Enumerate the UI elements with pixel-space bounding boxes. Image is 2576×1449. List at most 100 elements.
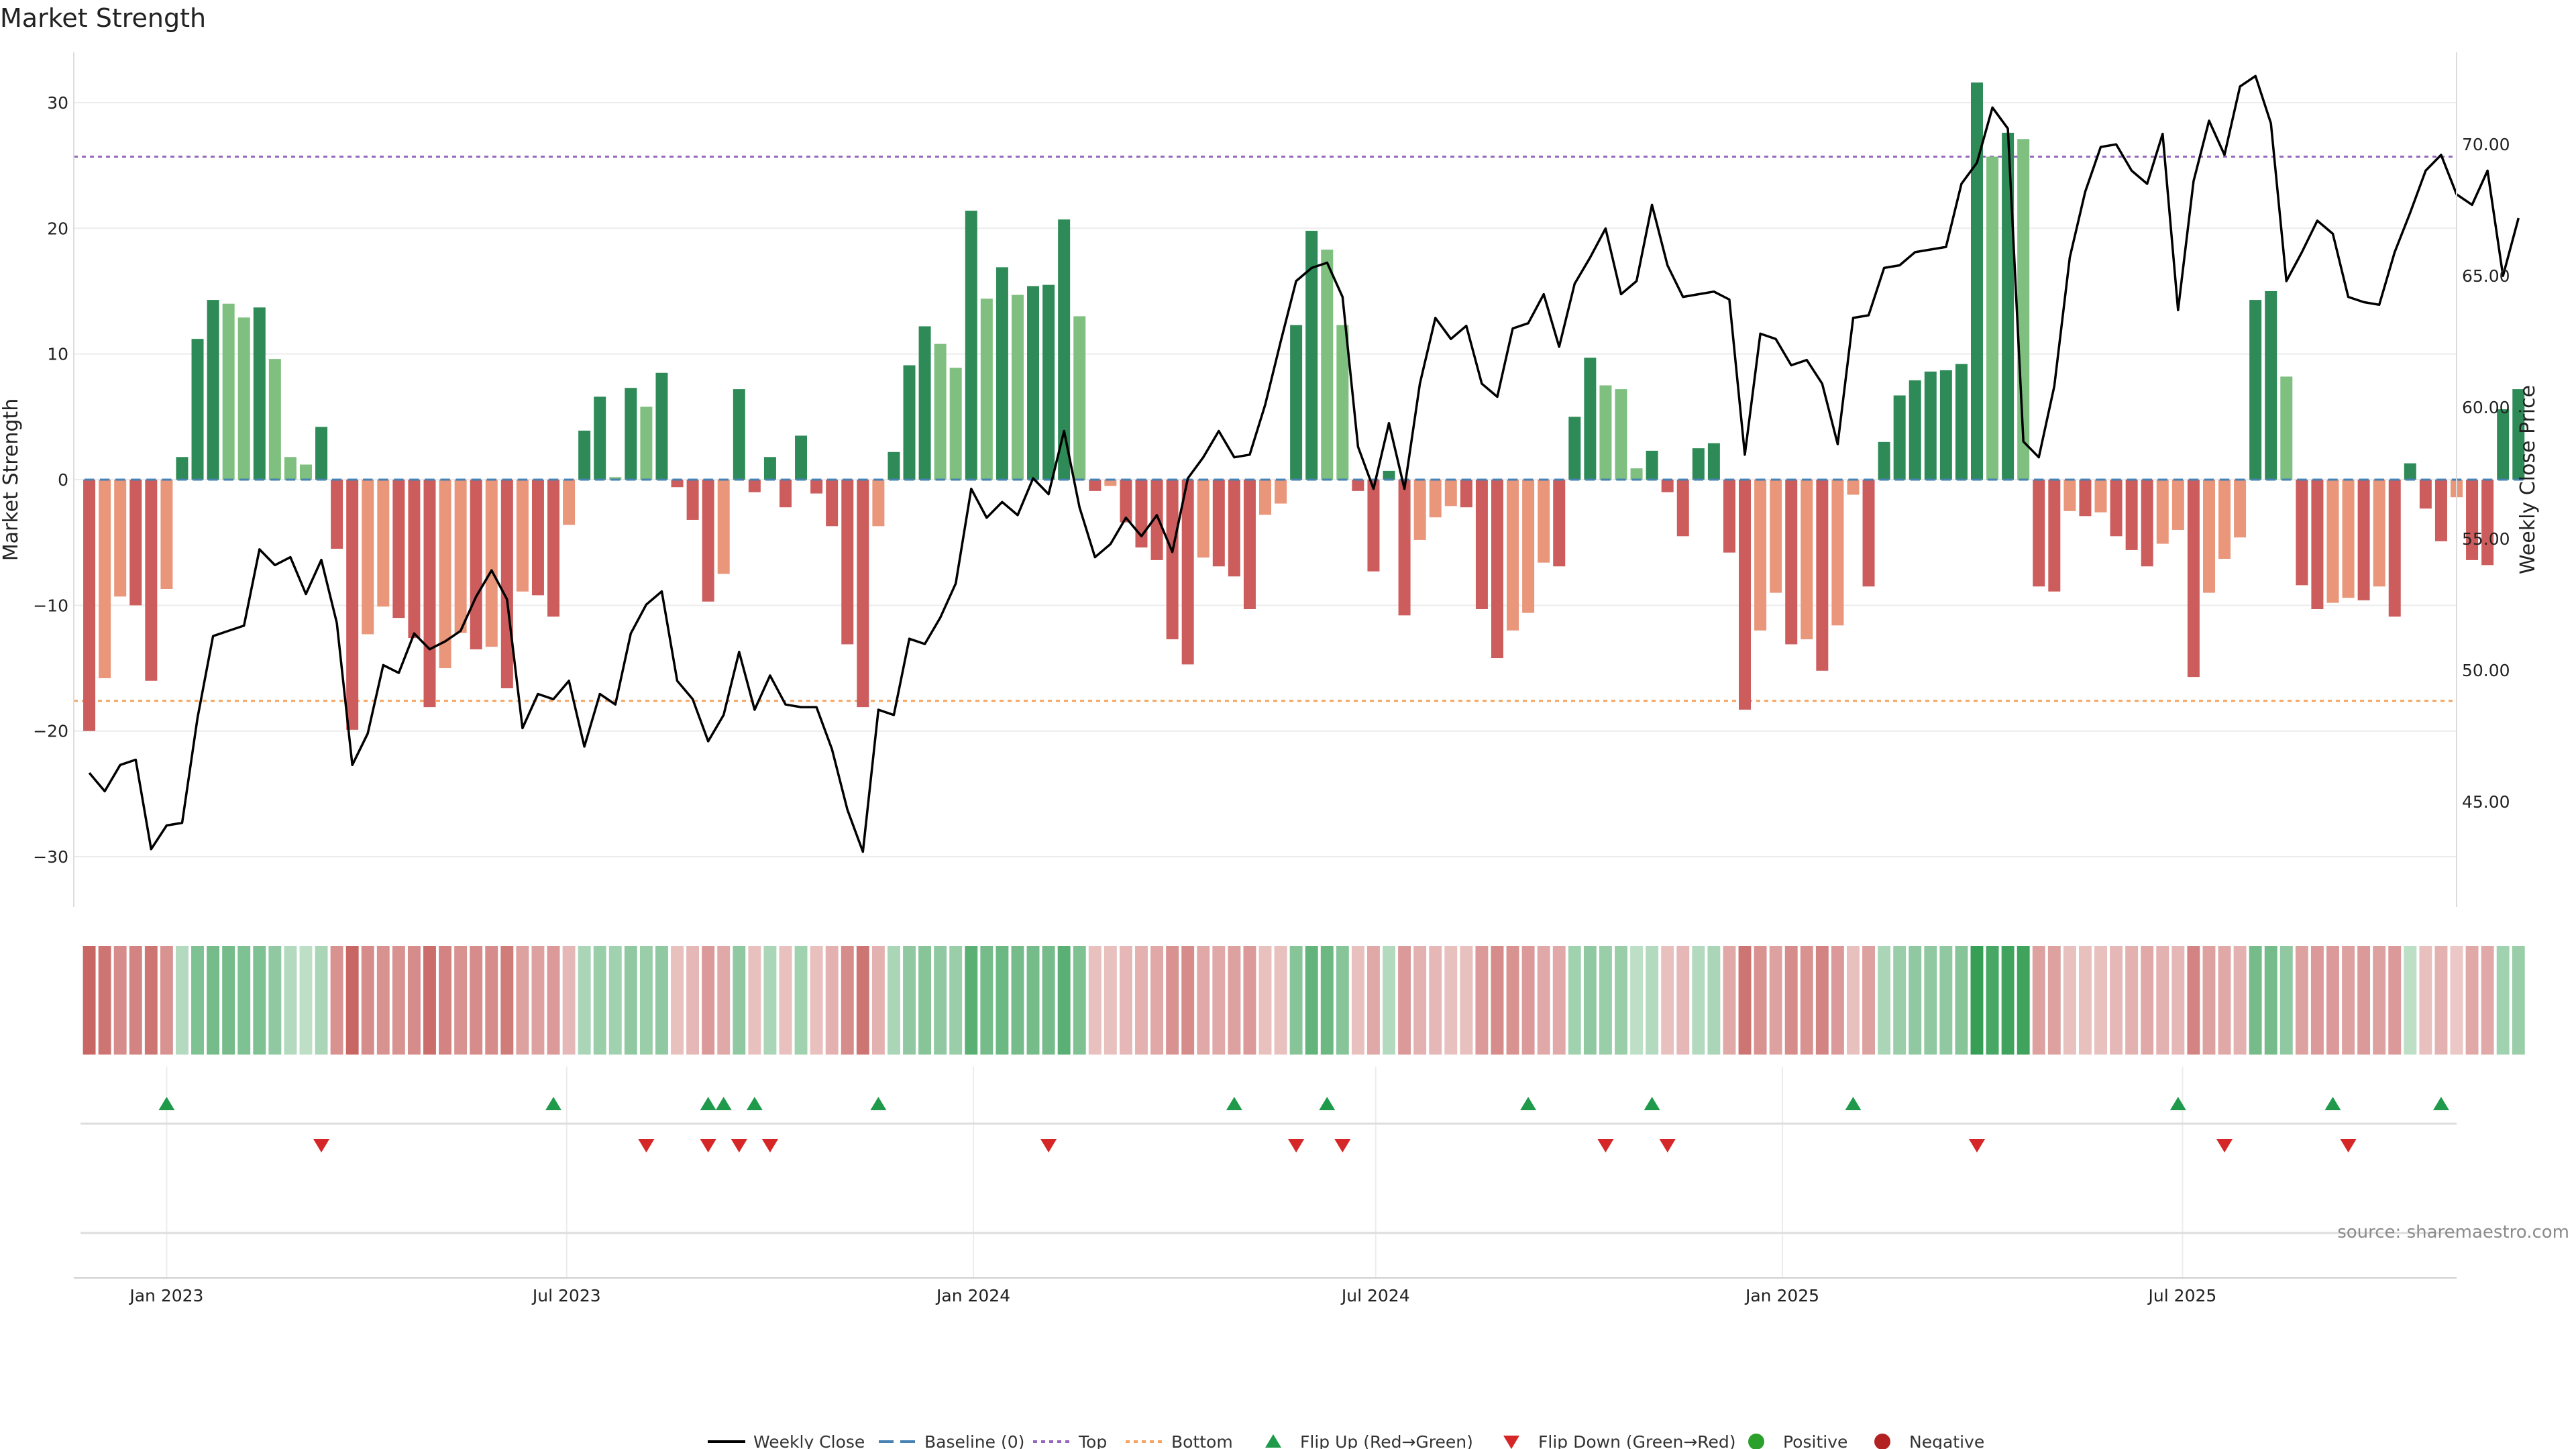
heat-cell — [794, 946, 808, 1055]
heat-cell — [1909, 946, 1922, 1055]
flip-down-marker — [731, 1139, 747, 1152]
heat-cell — [1197, 946, 1210, 1055]
flip-up-marker — [1644, 1097, 1660, 1110]
strength-bar — [980, 299, 993, 480]
strength-bar — [1011, 294, 1024, 480]
strength-bar — [2002, 132, 2015, 480]
strength-bar — [1939, 370, 1952, 480]
axes: −30 −20 −10 0 10 20 30 45.00 50.00 55.00 60.00 65.0… — [33, 52, 2510, 1305]
heat-cell — [1615, 946, 1627, 1055]
strength-bar — [516, 480, 529, 592]
heat-cell — [1506, 946, 1519, 1055]
flip-up-marker — [1226, 1097, 1242, 1110]
strength-bar — [2434, 480, 2447, 541]
heat-cell — [83, 946, 96, 1055]
strength-bar — [1986, 156, 1999, 480]
strength-bar — [1475, 480, 1488, 609]
strength-bar — [826, 480, 839, 527]
heat-cell — [1878, 946, 1891, 1055]
strength-bar — [191, 339, 204, 480]
heat-cell — [1274, 946, 1287, 1055]
y-right-tick-label: 70.00 — [2462, 135, 2510, 154]
strength-bar — [222, 303, 235, 480]
strength-bar — [1816, 480, 1829, 671]
strength-bar — [160, 480, 173, 589]
strength-bar — [439, 480, 451, 669]
heat-cell — [547, 946, 560, 1055]
flip-up-marker — [1319, 1097, 1336, 1110]
heat-cell — [1599, 946, 1612, 1055]
strength-bar — [2342, 480, 2355, 598]
heat-cell — [1057, 946, 1071, 1055]
heat-cell — [2001, 946, 2015, 1055]
strength-bar — [2125, 480, 2138, 550]
strength-bar — [1243, 480, 1256, 609]
heat-cell — [2047, 946, 2061, 1055]
heat-cell — [1135, 946, 1148, 1055]
heat-cell — [1847, 946, 1860, 1055]
heat-cell — [1521, 946, 1535, 1055]
strength-bar — [1058, 219, 1071, 480]
heat-cell — [191, 946, 204, 1055]
heat-cell — [2419, 946, 2432, 1055]
strength-bar — [1831, 480, 1844, 626]
heat-cell — [315, 946, 328, 1055]
strength-bar — [903, 365, 916, 480]
flip-down-marker — [1334, 1139, 1351, 1152]
heat-cell — [2310, 946, 2324, 1055]
strength-bar — [1630, 468, 1643, 480]
heat-cell — [1754, 946, 1767, 1055]
strength-bar — [547, 480, 560, 617]
strength-bar — [1847, 480, 1860, 495]
heat-cell — [1676, 946, 1690, 1055]
strength-bar — [1584, 358, 1597, 480]
heat-cell — [1289, 946, 1303, 1055]
flip-down-marker — [638, 1139, 655, 1152]
strength-bar — [872, 480, 885, 527]
heat-cell — [1212, 946, 1226, 1055]
strength-heat-strip — [83, 946, 2525, 1055]
y-right-tick-label: 45.00 — [2462, 792, 2510, 812]
heat-cell — [1088, 946, 1102, 1055]
heat-cell — [1305, 946, 1318, 1055]
strength-bar — [1027, 286, 1040, 480]
heat-cell — [2141, 946, 2154, 1055]
strength-bar — [2466, 480, 2479, 560]
strength-bar — [2481, 480, 2494, 566]
heat-cell — [1986, 946, 1999, 1055]
flip-down-marker — [1288, 1139, 1305, 1152]
heat-cell — [407, 946, 421, 1055]
heat-cell — [2326, 946, 2339, 1055]
strength-bar — [1367, 480, 1380, 572]
heat-cell — [1784, 946, 1798, 1055]
strength-bar — [888, 451, 900, 480]
strength-bar — [531, 480, 544, 596]
strength-bar — [284, 457, 297, 480]
strength-bar — [841, 480, 854, 645]
heat-cell — [2125, 946, 2139, 1055]
heat-cell — [2465, 946, 2479, 1055]
heat-cell — [175, 946, 189, 1055]
strength-bar — [145, 480, 158, 681]
strength-bar — [1646, 450, 1658, 480]
strength-bar — [1275, 480, 1287, 504]
strength-bar — [1661, 480, 1674, 492]
heat-cell — [980, 946, 994, 1055]
strength-bar — [748, 480, 761, 492]
heat-cell — [1258, 946, 1272, 1055]
heat-cell — [1320, 946, 1334, 1055]
y-left-tick-label: 10 — [47, 345, 68, 364]
heat-cell — [1042, 946, 1055, 1055]
strength-bar — [1104, 480, 1117, 486]
legend-label: Bottom — [1171, 1432, 1233, 1449]
strength-bar — [1770, 480, 1782, 593]
heat-cell — [1228, 946, 1241, 1055]
strength-bar — [2404, 463, 2416, 480]
strength-bar — [733, 389, 745, 480]
strength-bar — [1197, 480, 1210, 558]
heat-cell — [1243, 946, 1256, 1055]
legend-label: Flip Down (Green→Red) — [1538, 1432, 1736, 1449]
heat-cell — [2512, 946, 2525, 1055]
strength-bar — [2094, 480, 2107, 513]
